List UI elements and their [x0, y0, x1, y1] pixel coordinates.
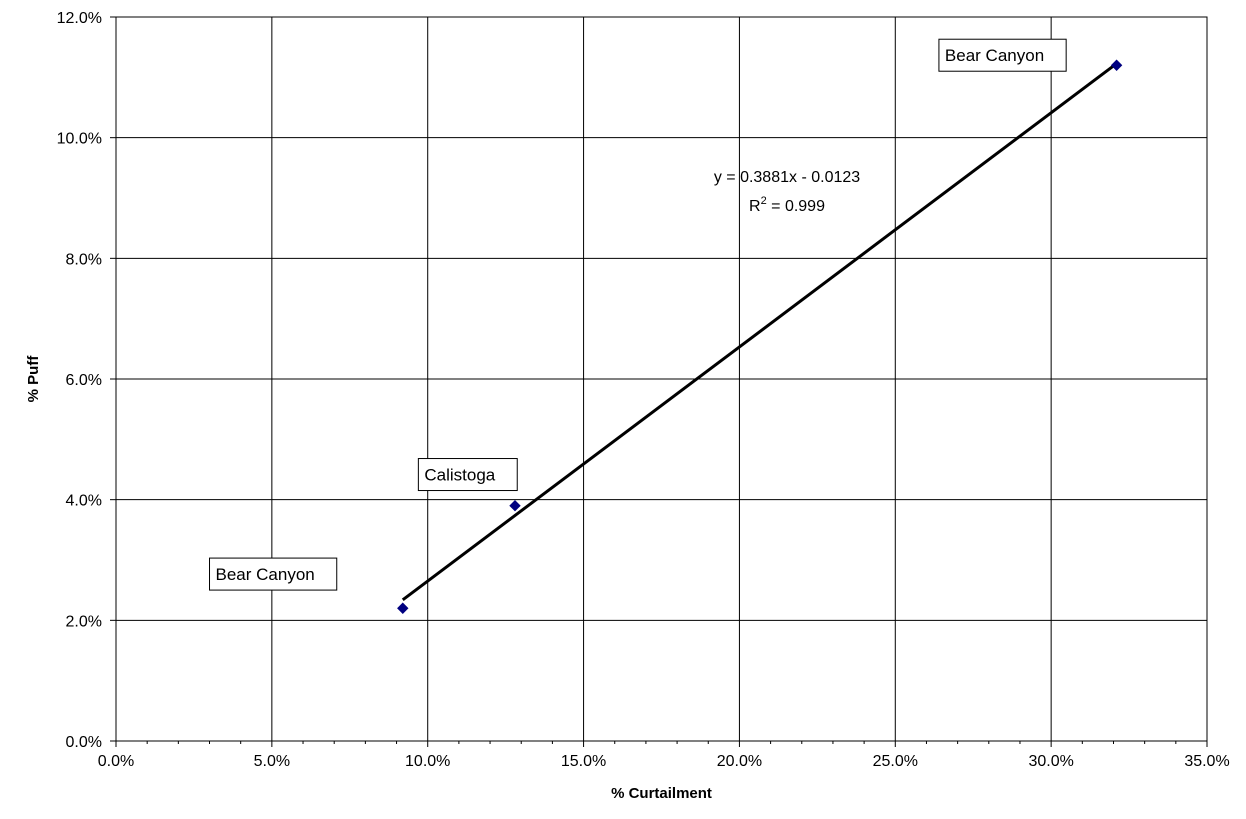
x-tick-label: 10.0%: [405, 753, 450, 770]
y-tick-label: 12.0%: [57, 10, 102, 27]
y-tick-label: 2.0%: [66, 613, 102, 630]
x-axis-title: % Curtailment: [611, 785, 712, 802]
x-tick-label: 15.0%: [561, 753, 606, 770]
annotation-border: [417, 458, 518, 492]
x-tick-label: 25.0%: [873, 753, 918, 770]
x-tick-label: 35.0%: [1184, 753, 1229, 770]
annotation-border: [938, 38, 1067, 72]
y-axis-title: % Puff: [25, 355, 42, 403]
annotation-border: [209, 557, 338, 591]
x-tick-label: 30.0%: [1028, 753, 1073, 770]
y-tick-label: 0.0%: [66, 734, 102, 751]
x-tick-label: 5.0%: [254, 753, 290, 770]
x-tick-label: 20.0%: [717, 753, 762, 770]
data-point: [397, 602, 409, 614]
y-tick-labels: 0.0% 2.0% 4.0% 6.0% 8.0% 10.0% 12.0%: [57, 10, 102, 751]
y-tick-label: 4.0%: [66, 493, 102, 510]
annotation-box: Bear Canyon: [209, 557, 338, 591]
trendline-equation-box: y = 0.3881x - 0.0123 R2 = 0.999: [714, 169, 860, 215]
annotation-label: Calistoga: [424, 466, 495, 485]
x-tick-label: 0.0%: [98, 753, 134, 770]
data-point: [1110, 59, 1123, 71]
trendline-r-squared: R2 = 0.999: [749, 195, 825, 215]
trendline: [401, 62, 1118, 601]
axis-ticks: [110, 16, 1208, 747]
annotation-box: Bear Canyon: [938, 38, 1067, 72]
annotation-label: Bear Canyon: [945, 46, 1044, 65]
r2-prefix: R: [749, 198, 761, 215]
y-tick-label: 6.0%: [66, 372, 102, 389]
annotation-box: Calistoga: [417, 458, 518, 492]
y-tick-label: 8.0%: [66, 251, 102, 268]
r2-superscript: 2: [761, 195, 767, 207]
r2-value: = 0.999: [767, 198, 825, 215]
trendline-equation: y = 0.3881x - 0.0123: [714, 169, 860, 186]
x-tick-labels: 0.0% 5.0% 10.0% 15.0% 20.0% 25.0% 30.0% 35.0%: [98, 753, 1230, 770]
y-tick-label: 10.0%: [57, 131, 102, 148]
annotation-label: Bear Canyon: [216, 565, 315, 584]
point-annotations: Bear Canyon Calistoga Bear Canyon: [209, 38, 1067, 591]
grid-lines: [116, 17, 1207, 741]
data-point: [509, 499, 521, 512]
data-points: [397, 59, 1123, 614]
